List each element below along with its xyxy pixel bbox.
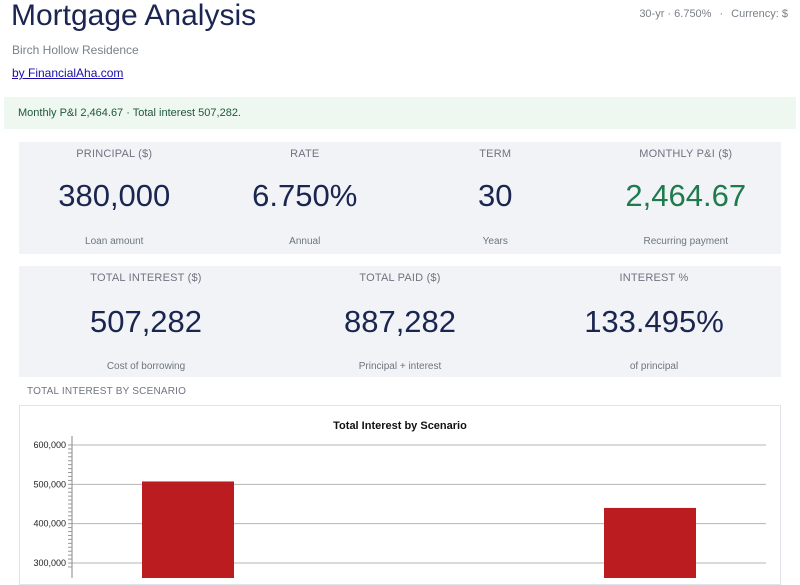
kpi-value: 507,282: [89, 304, 203, 339]
kpi-value: 6.750%: [252, 178, 358, 213]
kpi-label: TERM: [479, 148, 512, 160]
kpi-total-paid: TOTAL PAID ($) 887,282 Principal + inter…: [273, 266, 527, 377]
kpi-value: 2,464.67: [625, 178, 747, 213]
kpi-value: 30: [478, 178, 513, 213]
kpi-principal: PRINCIPAL ($) 380,000 Loan amount: [19, 142, 210, 254]
kpi-value: 887,282: [343, 304, 457, 339]
chart-bar: [142, 481, 234, 578]
kpi-label: PRINCIPAL ($): [76, 148, 153, 160]
kpi-row-loan: PRINCIPAL ($) 380,000 Loan amount RATE 6…: [19, 142, 781, 254]
kpi-rate: RATE 6.750% Annual: [210, 142, 401, 254]
chart-y-tick-label: 400,000: [33, 519, 66, 529]
kpi-term: TERM 30 Years: [400, 142, 591, 254]
kpi-sublabel: of principal: [629, 361, 679, 372]
chart-y-axis: 300,000 400,000 500,000 600,000: [33, 436, 73, 578]
kpi-sublabel: Years: [482, 236, 508, 247]
kpi-label: RATE: [290, 148, 320, 160]
kpi-monthly-payment: MONTHLY P&I ($) 2,464.67 Recurring payme…: [591, 142, 782, 254]
kpi-sublabel: Principal + interest: [358, 361, 442, 372]
chart-title: Total Interest by Scenario: [333, 420, 467, 432]
chart-bar: [604, 507, 696, 578]
meta-separator: ·: [719, 8, 724, 20]
kpi-sublabel: Annual: [289, 236, 321, 247]
section-heading: TOTAL INTEREST BY SCENARIO: [27, 386, 187, 397]
kpi-sublabel: Loan amount: [85, 236, 144, 247]
kpi-label: TOTAL INTEREST ($): [90, 272, 202, 284]
kpi-sublabel: Recurring payment: [643, 236, 728, 247]
property-name: Birch Hollow Residence: [12, 43, 139, 57]
byline-link[interactable]: by FinancialAha.com: [12, 66, 124, 80]
chart-bars: [142, 481, 696, 578]
kpi-label: MONTHLY P&I ($): [639, 148, 733, 160]
chart-y-tick-label: 600,000: [33, 440, 66, 450]
kpi-total-interest: TOTAL INTEREST ($) 507,282 Cost of borro…: [19, 266, 273, 377]
kpi-label: INTEREST %: [619, 272, 689, 284]
loan-summary: 30-yr · 6.750%: [639, 8, 712, 20]
page-title: Mortgage Analysis: [11, 0, 257, 32]
kpi-value: 380,000: [58, 178, 171, 213]
interest-bar-chart: Total Interest by Scenario 300,000 400,00…: [33, 420, 766, 578]
currency-label: Currency: $: [731, 8, 788, 20]
chart-y-tick-label: 300,000: [33, 558, 66, 568]
loan-meta: 30-yr · 6.750% · Currency: $: [639, 8, 788, 20]
chart-card: Total Interest by Scenario 300,000 400,00…: [19, 405, 781, 585]
kpi-interest-percent: INTEREST % 133.495% of principal: [527, 266, 781, 377]
summary-banner: Monthly P&I 2,464.67 · Total interest 50…: [4, 97, 796, 129]
kpi-row-totals: TOTAL INTEREST ($) 507,282 Cost of borro…: [19, 266, 781, 377]
chart-y-tick-label: 500,000: [33, 479, 66, 489]
kpi-sublabel: Cost of borrowing: [106, 361, 186, 372]
kpi-value: 133.495%: [584, 304, 724, 339]
kpi-label: TOTAL PAID ($): [359, 272, 441, 284]
